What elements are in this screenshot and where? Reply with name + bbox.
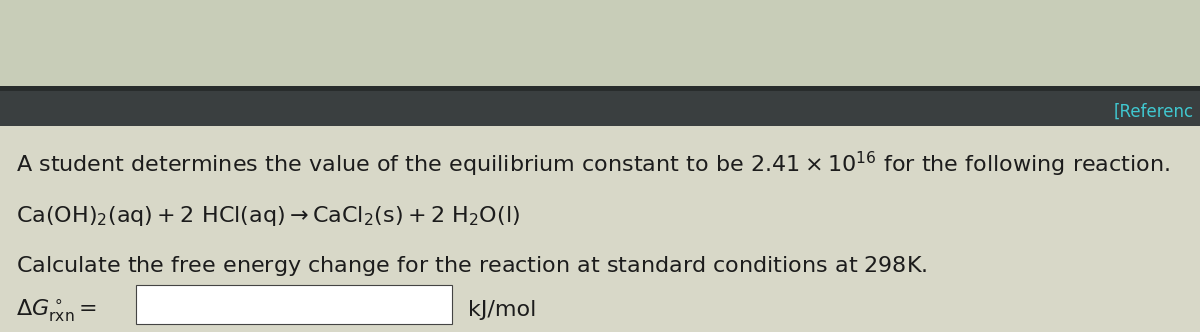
Text: kJ/mol: kJ/mol	[468, 300, 536, 320]
Bar	[0, 86, 1200, 91]
Text: $\mathrm{Calculate\ the\ free\ energy\ change\ for\ the\ reaction\ at\ standard\: $\mathrm{Calculate\ the\ free\ energy\ c…	[16, 254, 926, 278]
FancyBboxPatch shape	[136, 285, 452, 324]
Bar	[0, 126, 1200, 332]
Bar	[0, 86, 1200, 126]
Text: $\mathrm{Ca(OH)_2(aq) + 2\ HCl(aq) \rightarrow CaCl_2(s) + 2\ H_2O(l)}$: $\mathrm{Ca(OH)_2(aq) + 2\ HCl(aq) \righ…	[16, 204, 520, 228]
Text: $\Delta G^\circ_{\mathrm{rxn}} =$: $\Delta G^\circ_{\mathrm{rxn}} =$	[16, 297, 97, 324]
Text: [Referenc: [Referenc	[1114, 103, 1194, 121]
Text: $\mathrm{A\ student\ determines\ the\ value\ of\ the\ equilibrium\ constant\ to\: $\mathrm{A\ student\ determines\ the\ va…	[16, 150, 1170, 179]
Bar	[0, 0, 1200, 86]
